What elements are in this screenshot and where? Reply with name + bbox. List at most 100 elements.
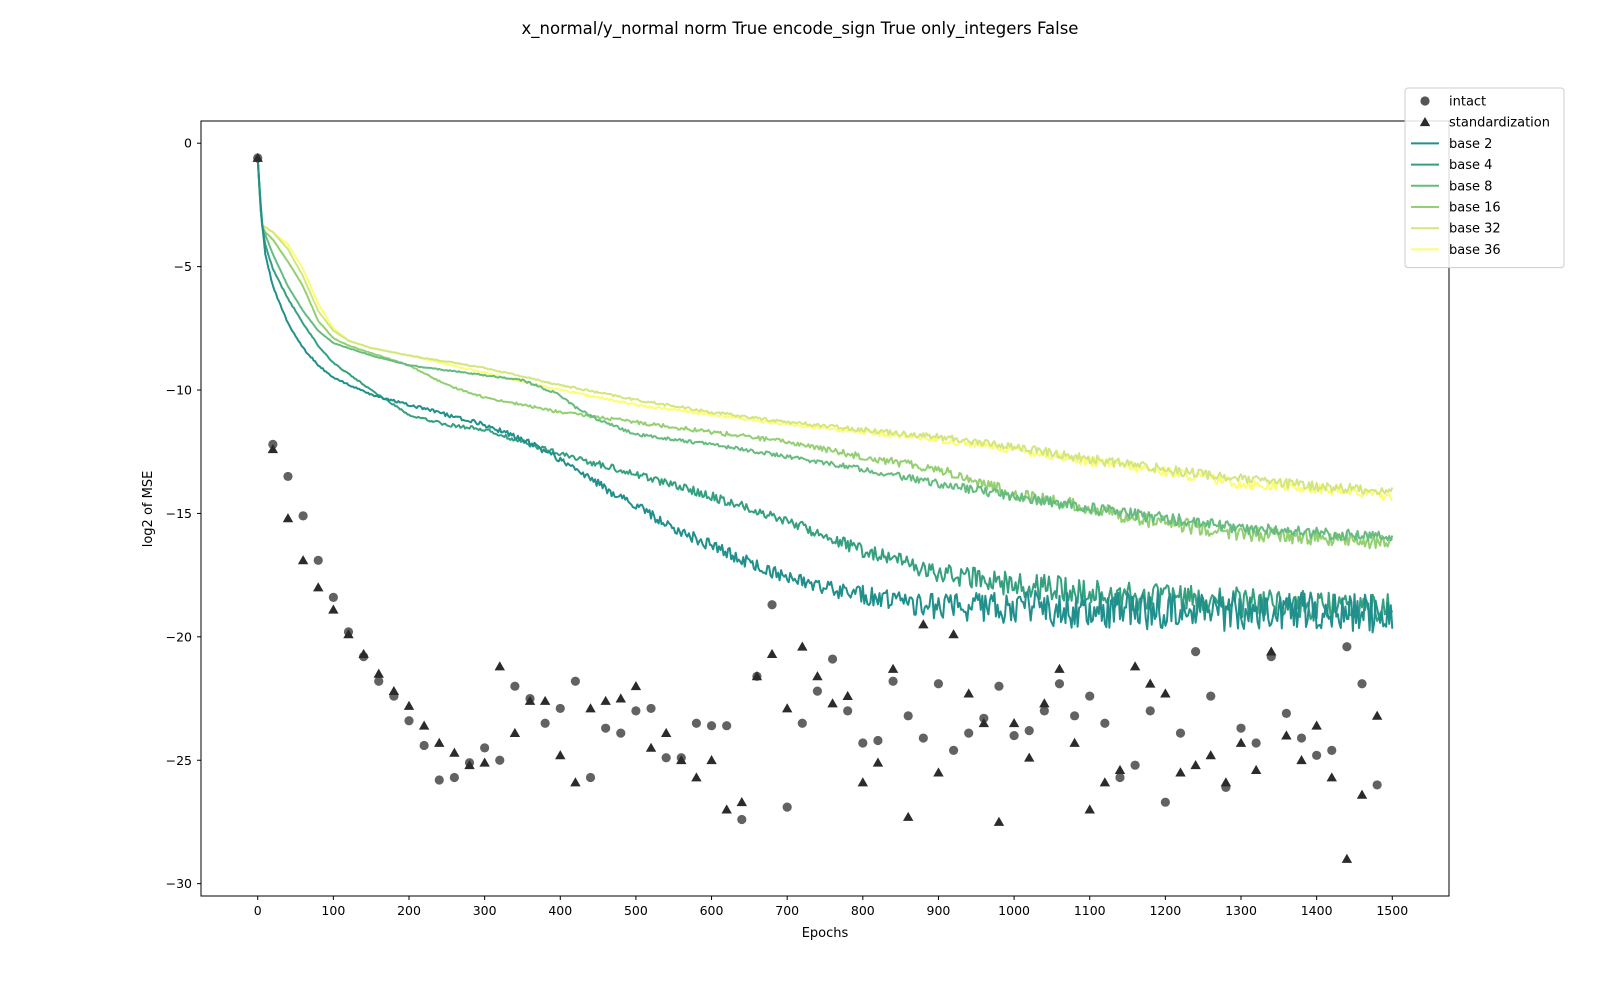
point-intact — [1024, 726, 1034, 736]
point-standardization — [676, 755, 687, 765]
point-intact — [903, 711, 913, 721]
point-standardization — [887, 663, 899, 673]
point-intact — [480, 743, 490, 753]
x-tick-label: 1100 — [1074, 903, 1106, 918]
point-intact — [419, 740, 429, 751]
y-tick-label: −15 — [166, 506, 192, 521]
legend-marker-standardization — [1419, 117, 1431, 127]
x-tick-label: 1300 — [1225, 903, 1257, 918]
point-intact — [328, 592, 338, 602]
point-standardization — [403, 700, 415, 710]
point-standardization — [1024, 752, 1035, 762]
point-standardization — [267, 444, 279, 454]
y-tick-label: −25 — [166, 753, 192, 768]
y-tick-label: −10 — [166, 383, 192, 398]
point-intact — [449, 772, 459, 783]
point-standardization — [630, 681, 642, 691]
point-intact — [1115, 772, 1125, 783]
point-intact — [1130, 760, 1140, 770]
point-intact — [1054, 679, 1065, 689]
point-intact — [767, 600, 777, 610]
point-intact — [918, 733, 928, 743]
point-intact — [646, 703, 656, 714]
chart-title: x_normal/y_normal norm True encode_sign … — [522, 19, 1079, 39]
point-intact — [616, 728, 626, 738]
point-standardization — [555, 750, 566, 760]
y-axis: 0 −5 −10 −15 −20 −25 −30 — [166, 136, 201, 891]
x-tick-label: 400 — [548, 903, 572, 918]
point-intact — [843, 706, 853, 716]
point-standardization — [1356, 789, 1368, 799]
series-line-base-2 — [256, 157, 1394, 634]
point-intact — [1085, 691, 1095, 701]
point-intact — [858, 738, 868, 748]
point-standardization — [797, 641, 808, 651]
point-intact — [404, 716, 414, 726]
x-tick-label: 700 — [775, 903, 799, 918]
point-standardization — [615, 693, 626, 703]
point-standardization — [585, 703, 596, 713]
x-tick-label: 800 — [851, 903, 875, 918]
point-standardization — [736, 797, 747, 807]
point-standardization — [827, 698, 838, 708]
point-intact — [540, 718, 550, 728]
point-intact — [601, 723, 611, 733]
plot-area — [252, 152, 1394, 863]
point-intact — [374, 676, 384, 686]
point-standardization — [600, 695, 611, 705]
point-intact — [722, 721, 732, 731]
series-line-base-32 — [256, 157, 1394, 496]
point-intact — [1327, 745, 1337, 755]
point-intact — [495, 755, 505, 765]
point-intact — [585, 772, 596, 783]
x-tick-label: 1200 — [1149, 903, 1181, 918]
point-intact — [1342, 642, 1352, 652]
series-line-base-4 — [256, 157, 1394, 622]
point-intact — [888, 676, 898, 686]
point-standardization — [933, 767, 944, 777]
point-standardization — [328, 604, 339, 614]
point-intact — [1175, 728, 1186, 738]
series-line-base-16 — [256, 157, 1394, 550]
point-standardization — [1099, 777, 1111, 787]
point-standardization — [509, 727, 521, 738]
point-standardization — [1145, 678, 1156, 688]
point-standardization — [872, 757, 884, 767]
point-standardization — [706, 755, 717, 765]
point-intact — [691, 718, 702, 728]
y-tick-label: −30 — [166, 876, 192, 891]
point-standardization — [388, 685, 400, 696]
point-standardization — [1008, 718, 1020, 728]
point-intact — [1070, 711, 1080, 721]
point-standardization — [1129, 661, 1141, 671]
point-intact — [827, 654, 838, 664]
point-standardization — [524, 695, 536, 705]
point-standardization — [1039, 698, 1050, 708]
point-intact — [873, 735, 883, 746]
point-standardization — [1160, 688, 1171, 698]
point-standardization — [963, 688, 974, 698]
point-standardization — [282, 513, 294, 523]
point-intact — [797, 718, 807, 728]
y-tick-label: 0 — [184, 136, 192, 151]
point-standardization — [978, 718, 990, 728]
point-standardization — [464, 759, 475, 770]
point-standardization — [1084, 804, 1095, 814]
point-intact — [1206, 691, 1216, 701]
point-standardization — [691, 772, 702, 782]
x-axis-title: Epochs — [802, 926, 849, 941]
point-intact — [706, 721, 717, 731]
point-intact — [1039, 706, 1049, 716]
point-intact — [510, 681, 520, 691]
point-standardization — [660, 727, 672, 738]
legend: intact standardization base 2 base 4 base 8 b… — [1404, 87, 1565, 269]
point-standardization — [1250, 764, 1262, 775]
point-standardization — [1175, 767, 1186, 777]
point-standardization — [494, 661, 505, 671]
point-intact — [994, 681, 1004, 691]
point-intact — [1312, 750, 1322, 760]
x-axis: 0 100 200 300 400 500 600 700 800 900 1000 1100 1200… — [254, 896, 1408, 918]
point-intact — [313, 555, 323, 565]
point-standardization — [1220, 777, 1232, 787]
